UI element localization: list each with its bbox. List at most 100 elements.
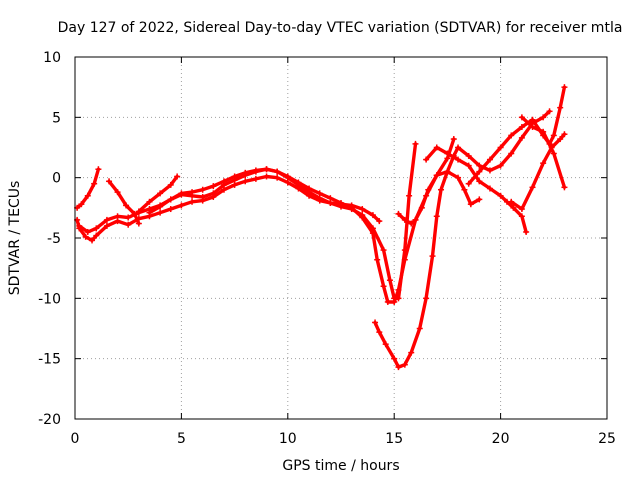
data-point	[497, 162, 504, 169]
data-point	[103, 216, 110, 223]
x-axis-label: GPS time / hours	[282, 458, 399, 474]
data-point	[433, 172, 440, 179]
data-point	[461, 186, 468, 193]
axis-ticks: 0 5 10 15 20 25 -20 -15 -10 -5 0 5 10	[38, 50, 616, 447]
data-point	[146, 209, 153, 216]
series-line-sat-k	[509, 132, 567, 211]
data-point	[529, 184, 536, 191]
data-point	[450, 136, 457, 143]
data-point	[550, 150, 557, 157]
data-point	[125, 221, 132, 228]
data-point	[252, 167, 259, 174]
data-point	[327, 195, 334, 202]
data-point	[425, 186, 432, 193]
data-point	[391, 298, 398, 305]
data-point	[82, 233, 89, 240]
data-point	[174, 173, 181, 180]
chart-title: Day 127 of 2022, Sidereal Day-to-day VTE…	[58, 20, 623, 36]
data-point	[348, 204, 355, 211]
data-point	[359, 214, 366, 221]
data-point	[135, 208, 142, 215]
data-point	[518, 114, 525, 121]
data-point	[465, 162, 472, 169]
data-point	[103, 222, 110, 229]
data-point	[263, 173, 270, 180]
data-point	[316, 190, 323, 197]
y-tick-label: -10	[38, 291, 61, 307]
plot-frame	[74, 56, 608, 420]
series-line-sat-b	[75, 174, 381, 243]
data-point	[199, 193, 206, 200]
data-point	[546, 108, 553, 115]
data-point	[167, 196, 174, 203]
data-point	[114, 189, 121, 196]
data-point	[157, 190, 164, 197]
data-point	[95, 166, 102, 173]
data-point	[76, 222, 83, 229]
data-point	[189, 198, 196, 205]
data-point	[433, 213, 440, 220]
data-point	[295, 179, 302, 186]
data-point	[380, 283, 387, 290]
data-point	[540, 160, 547, 167]
data-point	[178, 190, 185, 197]
data-point	[476, 168, 483, 175]
data-point	[508, 198, 515, 205]
data-point	[412, 216, 419, 223]
y-tick-label: -5	[47, 231, 61, 247]
data-point	[395, 364, 402, 371]
data-point	[408, 349, 415, 356]
data-point	[550, 132, 557, 139]
x-tick-label: 15	[385, 431, 403, 447]
data-point	[242, 178, 249, 185]
x-tick-label: 10	[279, 431, 297, 447]
data-point	[467, 201, 474, 208]
data-point	[540, 128, 547, 135]
data-point	[114, 213, 121, 220]
data-point	[178, 202, 185, 209]
data-point	[423, 156, 430, 163]
data-point	[210, 183, 217, 190]
data-point	[433, 144, 440, 151]
data-point	[510, 204, 517, 211]
data-point	[423, 295, 430, 302]
data-point	[444, 150, 451, 157]
data-point	[455, 174, 462, 181]
data-point	[497, 192, 504, 199]
data-point	[274, 168, 281, 175]
data-point	[391, 355, 398, 362]
data-point	[93, 232, 100, 239]
data-point	[146, 198, 153, 205]
data-point	[199, 186, 206, 193]
data-point	[338, 200, 344, 207]
data-point	[418, 204, 425, 211]
data-point	[395, 286, 402, 293]
x-tick-label: 5	[177, 431, 186, 447]
data-point	[561, 84, 568, 91]
data-point	[369, 230, 376, 237]
grid	[75, 57, 607, 419]
x-tick-label: 20	[492, 431, 510, 447]
data-point	[372, 319, 379, 326]
data-point	[263, 166, 270, 173]
data-point	[157, 209, 164, 216]
data-point	[78, 201, 85, 208]
y-tick-label: -15	[38, 352, 61, 368]
data-point	[123, 202, 130, 209]
data-point	[395, 210, 402, 217]
data-point	[455, 144, 462, 151]
y-tick-label: -20	[38, 412, 61, 428]
data-point	[106, 178, 113, 185]
data-point	[84, 192, 91, 199]
series-line-sat-a	[75, 167, 101, 210]
data-point	[125, 214, 132, 221]
data-point	[384, 298, 391, 305]
data-point	[401, 216, 408, 223]
data-point	[84, 228, 91, 235]
data-point	[157, 203, 164, 210]
data-point	[135, 220, 142, 227]
data-point	[91, 180, 98, 187]
data-point	[486, 167, 493, 174]
x-tick-label: 0	[71, 431, 80, 447]
data-point	[374, 256, 381, 263]
